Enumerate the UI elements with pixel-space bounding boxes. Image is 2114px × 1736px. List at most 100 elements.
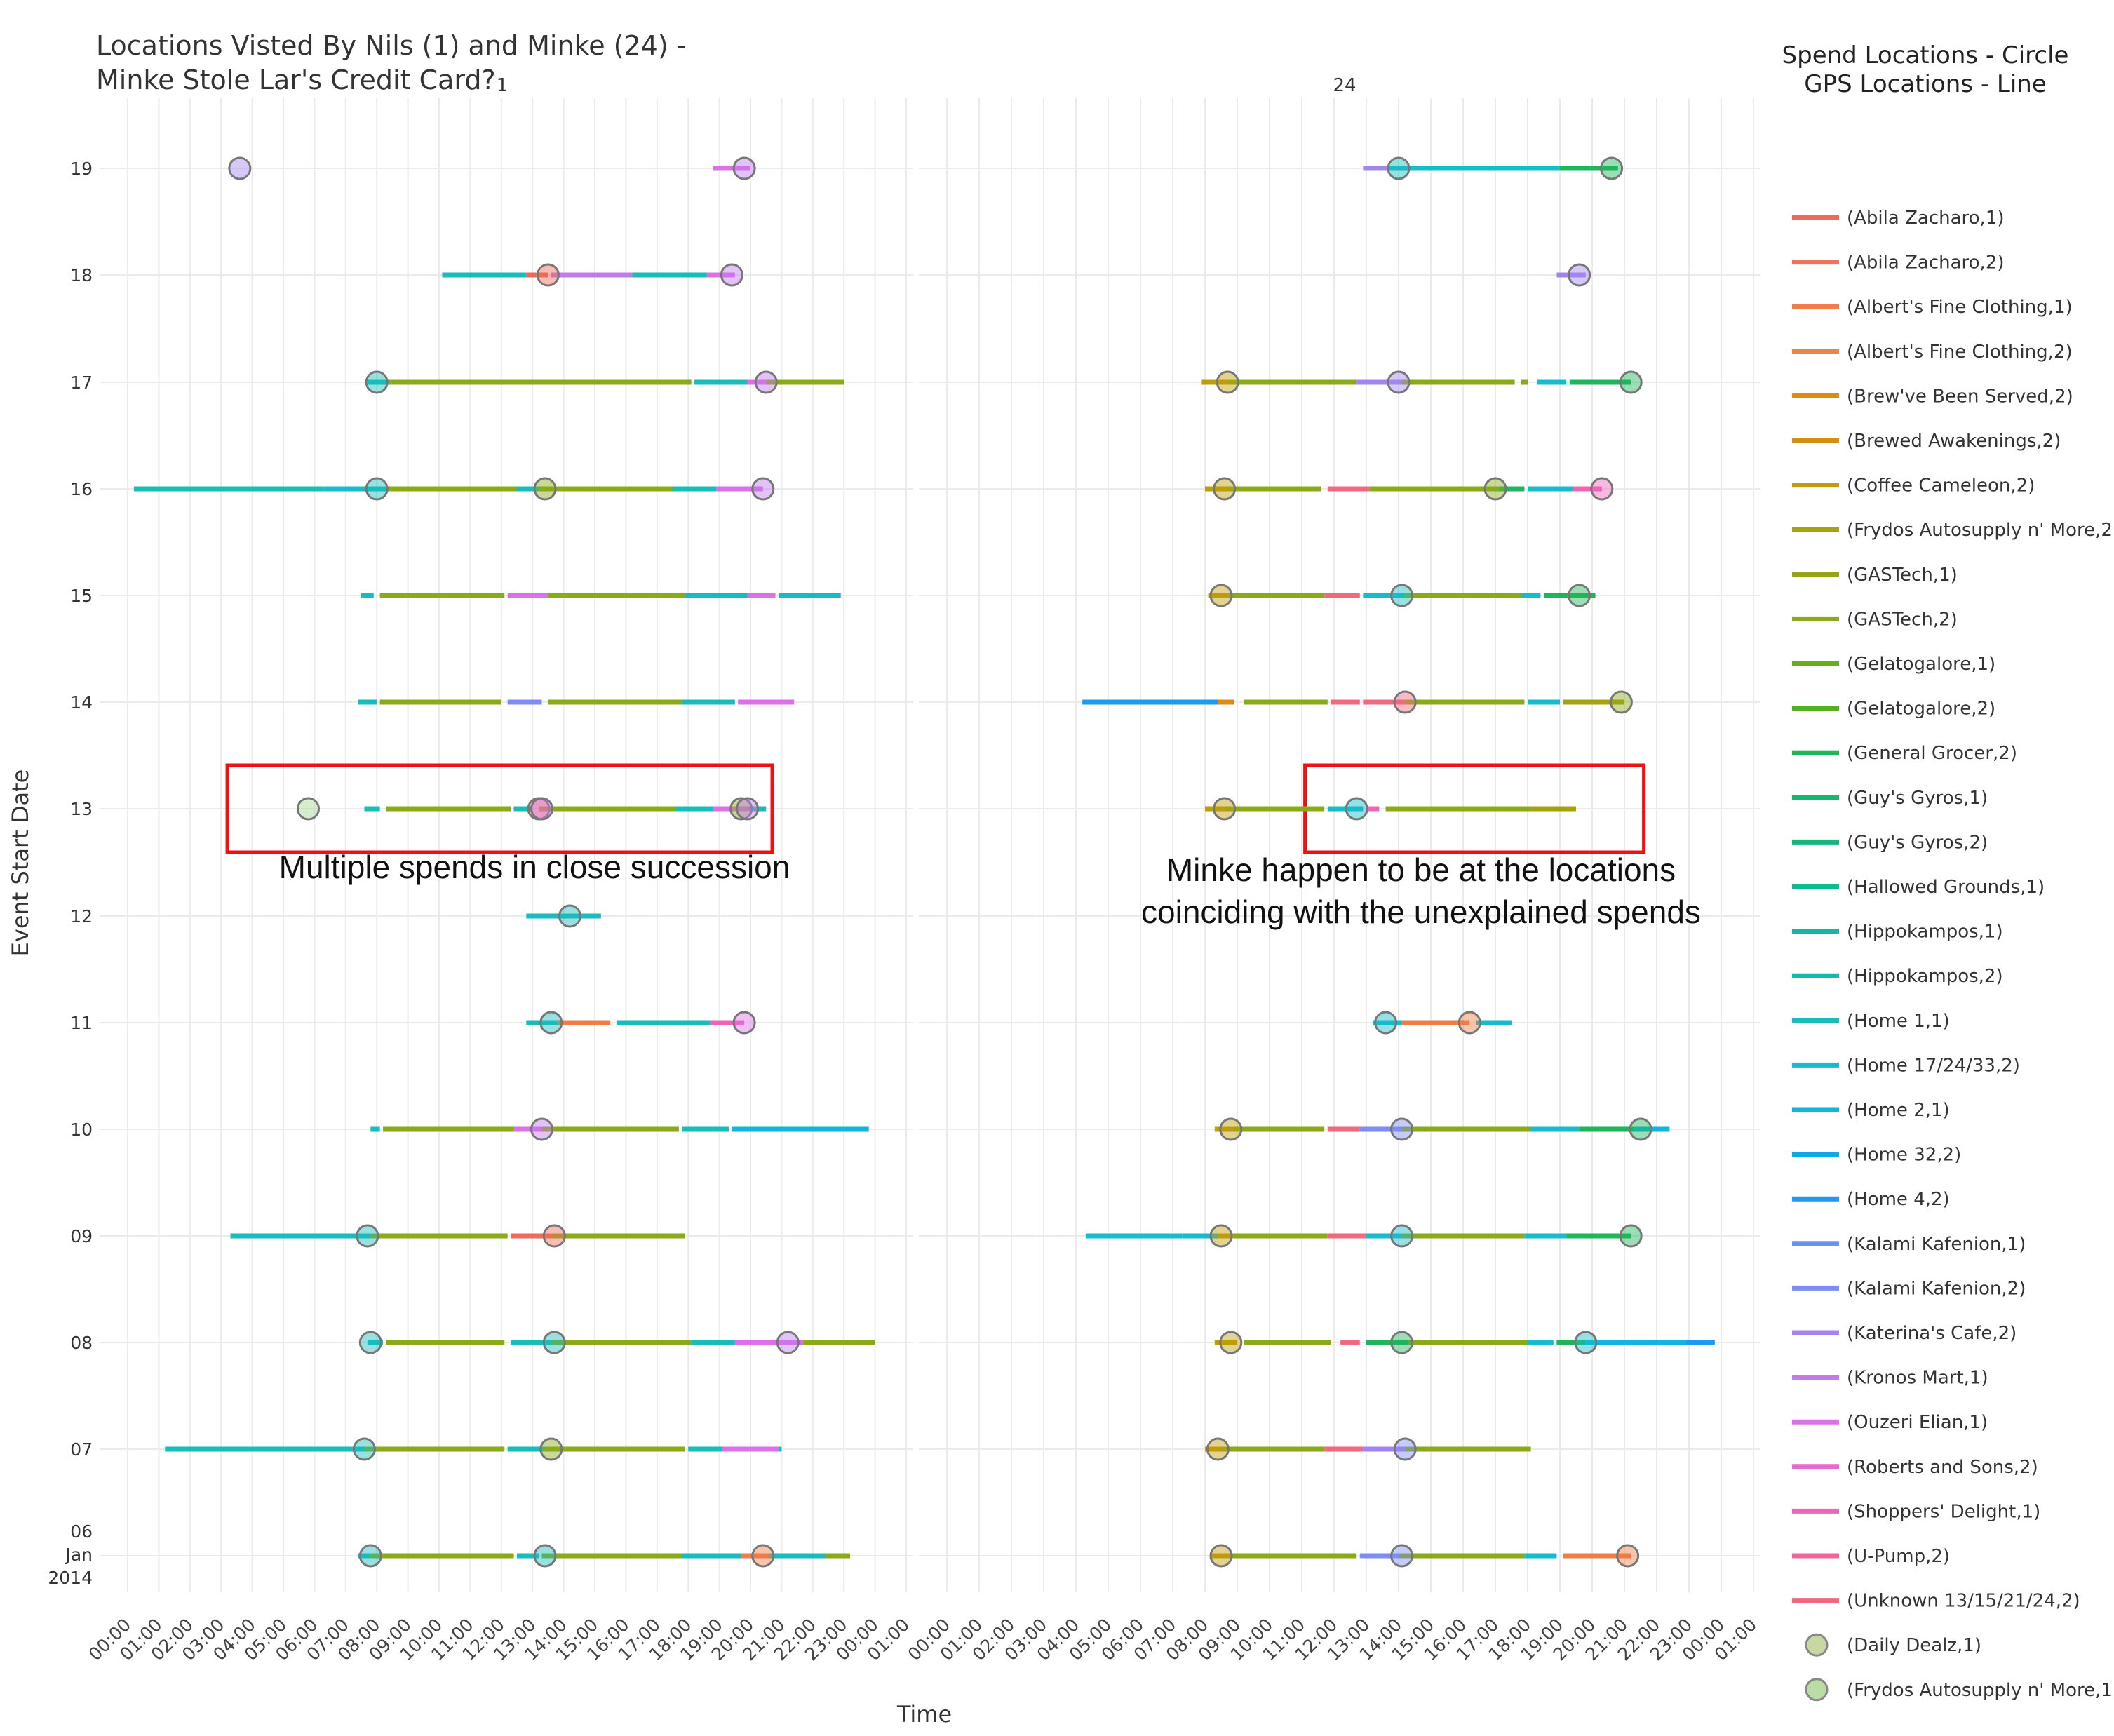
legend-label: (Katerina's Cafe,2)	[1847, 1323, 2017, 1344]
facet-label: 1	[497, 75, 509, 96]
legend-title-line-2: GPS Locations - Line	[1804, 70, 2047, 98]
spend-dot	[1393, 1437, 1417, 1461]
spend-dot	[542, 1224, 566, 1248]
legend-swatch-circle	[1805, 1678, 1829, 1702]
spend-dot	[1209, 1544, 1233, 1568]
legend-label: (Daily Dealz,1)	[1847, 1635, 1981, 1656]
legend-label: (Home 17/24/33,2)	[1847, 1055, 2020, 1076]
spend-dot	[1213, 477, 1237, 501]
legend-label: (Albert's Fine Clothing,1)	[1847, 297, 2073, 318]
legend-label: (Roberts and Sons,2)	[1847, 1457, 2038, 1478]
annotation-text: Minke happen to be at the locations coinc…	[1141, 852, 1701, 930]
spend-dot	[1387, 370, 1411, 394]
legend-label: (Abila Zacharo,1)	[1847, 208, 2005, 229]
spend-dot	[1219, 1331, 1243, 1354]
spend-dot	[358, 1331, 382, 1354]
spend-dot	[1568, 584, 1591, 607]
spend-dot	[1619, 370, 1643, 394]
y-tick-label: Jan	[64, 1545, 93, 1565]
legend-label: (Home 2,1)	[1847, 1100, 1950, 1121]
legend-items: (Abila Zacharo,1) (Abila Zacharo,2) (Alber…	[1792, 208, 2113, 1702]
spend-dot	[1209, 1224, 1233, 1248]
legend-label: (Guy's Gyros,2)	[1847, 832, 1988, 853]
legend-label: (Guy's Gyros,1)	[1847, 788, 1988, 809]
y-tick-label: 17	[70, 372, 93, 393]
legend-label: (Abila Zacharo,2)	[1847, 253, 2005, 274]
spend-dot	[1209, 584, 1233, 607]
spend-dot	[751, 1544, 775, 1568]
annotation-text: Multiple spends in close succession	[279, 849, 790, 885]
spend-dot	[533, 477, 557, 501]
legend-label: (Hippokampos,1)	[1847, 922, 2003, 943]
spend-dot	[358, 1544, 382, 1568]
spend-dot	[542, 1331, 566, 1354]
legend-title-line-1: Spend Locations - Circle	[1782, 41, 2069, 69]
spend-dot	[1390, 584, 1414, 607]
legend-label: (Kronos Mart,1)	[1847, 1368, 1988, 1389]
spend-dot	[751, 477, 775, 501]
spend-dot	[1629, 1117, 1652, 1141]
spend-dot	[365, 370, 389, 394]
legend-label: (Brewed Awakenings,2)	[1847, 431, 2061, 452]
y-tick-label: 14	[70, 692, 93, 713]
spend-dot	[720, 263, 743, 287]
legend-label: (Shoppers' Delight,1)	[1847, 1501, 2040, 1522]
chart-labels: Locations Visted By Nils (1) and Minke (…	[7, 30, 1760, 1728]
chart-title-line-1: Locations Visted By Nils (1) and Minke (…	[96, 30, 686, 61]
legend-label: (Hippokampos,2)	[1847, 966, 2003, 987]
spend-dot	[1390, 1331, 1414, 1354]
legend-label: (Ouzeri Elian,1)	[1847, 1412, 1988, 1433]
y-tick-label: 10	[70, 1119, 93, 1140]
y-tick-label: 06	[70, 1521, 93, 1542]
spend-dot	[1616, 1544, 1640, 1568]
spend-dot	[1390, 1544, 1414, 1568]
y-tick-label: 15	[70, 586, 93, 606]
spend-dot	[1574, 1331, 1598, 1354]
spend-dot	[1345, 797, 1368, 821]
legend-label: (Kalami Kafenion,2)	[1847, 1278, 2026, 1299]
legend-label: (Gelatogalore,2)	[1847, 699, 1995, 720]
y-tick-label: 19	[70, 159, 93, 179]
spend-dot	[297, 797, 321, 821]
annotation-line: coinciding with the unexplained spends	[1141, 894, 1701, 930]
legend-label: (Home 4,2)	[1847, 1189, 1950, 1210]
spend-dot	[539, 1011, 563, 1035]
spend-dot	[1374, 1011, 1398, 1035]
spend-dot	[1216, 370, 1239, 394]
spend-dot	[365, 477, 389, 501]
y-tick-label: 11	[70, 1013, 93, 1033]
spend-dot	[1609, 690, 1633, 714]
spend-dot	[732, 156, 756, 180]
facet-label: 24	[1333, 75, 1356, 96]
spend-dot	[732, 1011, 756, 1035]
legend-label: (GASTech,1)	[1847, 565, 1958, 586]
spend-dot	[558, 904, 581, 928]
legend-label: (U-Pump,2)	[1847, 1546, 1950, 1567]
spend-dot	[1393, 690, 1417, 714]
legend-label: (Albert's Fine Clothing,2)	[1847, 342, 2073, 363]
spend-dot	[1387, 156, 1411, 180]
legend-label: (GASTech,2)	[1847, 609, 1958, 630]
spend-dot	[1390, 1224, 1414, 1248]
spend-dot	[352, 1437, 376, 1461]
spend-dot	[1457, 1011, 1481, 1035]
legend-label: (Unknown 13/15/21/24,2)	[1847, 1591, 2080, 1612]
x-axis-label: Time	[896, 1701, 952, 1728]
legend-label: (Gelatogalore,1)	[1847, 654, 1995, 675]
legend-label: (Frydos Autosupply n' More,2	[1847, 520, 2113, 541]
legend-label: (Home 1,1)	[1847, 1011, 1950, 1032]
spend-dot	[1390, 1117, 1414, 1141]
y-axis-label: Event Start Date	[7, 769, 34, 957]
spend-dot	[1219, 1117, 1243, 1141]
y-tick-label: 13	[70, 799, 93, 819]
y-tick-label: 09	[70, 1226, 93, 1246]
spend-dot	[1483, 477, 1507, 501]
chart-title-line-2: Minke Stole Lar's Credit Card?	[96, 65, 496, 95]
legend-label: (General Grocer,2)	[1847, 743, 2017, 764]
y-tick-label: 12	[70, 906, 93, 927]
spend-dot	[533, 1544, 557, 1568]
legend-label: (Brew've Been Served,2)	[1847, 386, 2073, 407]
y-tick-label: 2014	[48, 1568, 93, 1588]
